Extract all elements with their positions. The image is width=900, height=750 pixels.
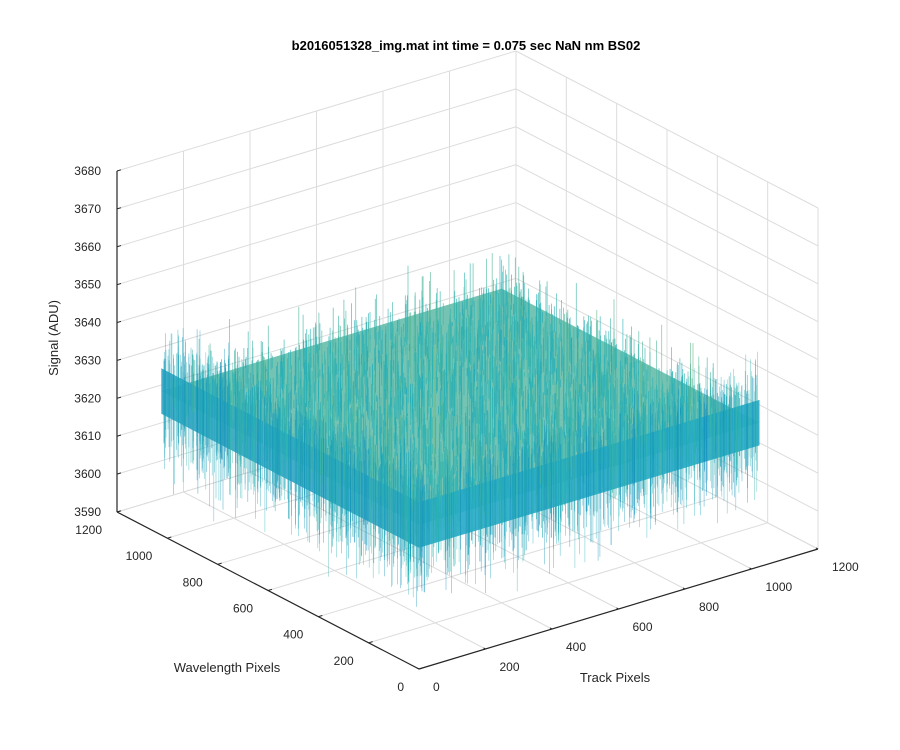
axes [116,169,819,670]
z-tick-label: 3680 [74,164,101,178]
z-tick-mark [116,358,122,361]
z-tick-label: 3590 [74,505,101,519]
x-tick-label: 1000 [766,580,793,594]
z-tick-label: 3640 [74,316,101,330]
x-tick-label: 600 [633,620,653,634]
x-tick-mark [815,547,819,550]
y-axis-label: Wavelength Pixels [174,660,281,675]
y-tick-mark [217,562,222,565]
tick-labels: 0 200 400 600 800 1000 1200 0 200 400 600 800 1000 12… [74,164,859,694]
z-tick-mark [116,396,122,399]
y-tick-label: 200 [334,654,354,668]
y-tick-label: 600 [233,602,253,616]
y-tick-label: 800 [183,575,203,589]
x-tick-label: 0 [433,680,440,694]
x-tick-mark [483,647,486,650]
x-tick-mark [616,607,619,610]
z-tick-mark [116,169,122,172]
z-tick-label: 3650 [74,278,101,292]
y-tick-mark [418,667,424,670]
x-tick-label: 400 [566,640,586,654]
z-tick-mark [116,245,122,248]
x-tick-label: 1200 [832,560,859,574]
y-tick-mark [167,536,172,539]
y-tick-label: 0 [397,680,404,694]
y-tick-mark [368,641,373,644]
z-tick-label: 3670 [74,202,101,216]
z-tick-mark [116,207,122,210]
x-tick-mark [416,667,420,670]
y-tick-mark [318,614,323,618]
z-axis-label: Signal (ADU) [46,300,61,376]
y-tick-label: 1000 [126,549,153,563]
z-tick-label: 3600 [74,467,101,481]
surface-plot [161,253,760,607]
y-tick-mark [267,588,273,591]
x-tick-mark [549,627,553,630]
z-tick-mark [116,434,122,437]
z-tick-label: 3620 [74,391,101,405]
y-tick-label: 1200 [75,523,102,537]
z-tick-mark [116,320,122,324]
x-tick-label: 800 [699,600,719,614]
x-axis-label: Track Pixels [580,670,651,685]
x-tick-mark [749,567,752,570]
chart-title: b2016051328_img.mat int time = 0.075 sec… [292,38,641,53]
y-tick-label: 400 [283,628,303,642]
z-tick-mark [116,472,122,475]
z-tick-mark [116,510,122,513]
grid-line [368,522,768,644]
z-tick-label: 3610 [74,429,101,443]
z-tick-mark [116,282,122,286]
x-tick-label: 200 [500,660,520,674]
z-tick-label: 3630 [74,353,101,367]
z-tick-label: 3660 [74,240,101,254]
x-tick-mark [682,587,686,590]
